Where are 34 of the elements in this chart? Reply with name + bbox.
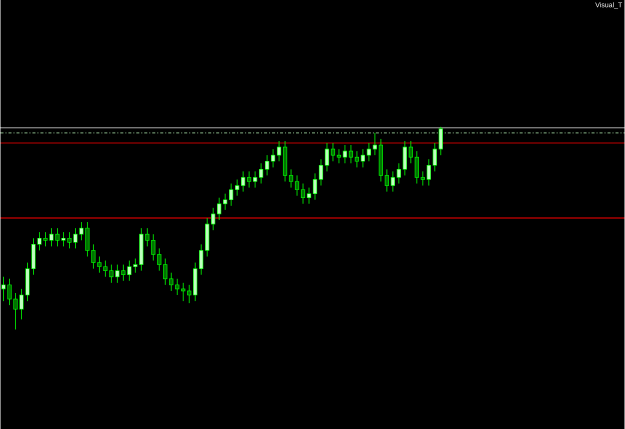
candlestick [360,148,366,168]
candlestick [247,170,252,188]
candlestick [61,232,66,247]
candlestick [67,232,72,249]
candlestick [318,158,324,186]
candlestick [19,288,24,320]
candlestick [384,168,389,192]
candlestick [1,276,6,302]
candlestick [241,170,246,192]
candlestick [312,172,318,200]
candlestick [300,182,306,204]
candlestick [288,168,294,188]
candlestick [372,132,377,156]
candlestick [37,232,42,251]
candlestick [324,142,330,172]
candlestick [348,144,354,164]
candlestick [336,148,342,164]
candlestick [276,140,282,162]
candlestick [55,228,60,247]
candlestick [264,154,270,176]
candlestick [294,174,300,196]
candlestick [354,150,360,168]
candlestick [330,142,336,162]
candlestick [49,228,54,247]
candlestick [258,162,264,184]
candlestick [73,228,78,249]
candlestick [270,148,276,168]
candlestick [253,170,258,188]
candlestick [13,292,18,330]
candlestick [43,232,48,247]
candlestick [342,144,348,164]
candlestick [7,278,12,306]
candlestick [366,142,372,162]
candlestick [306,187,312,204]
